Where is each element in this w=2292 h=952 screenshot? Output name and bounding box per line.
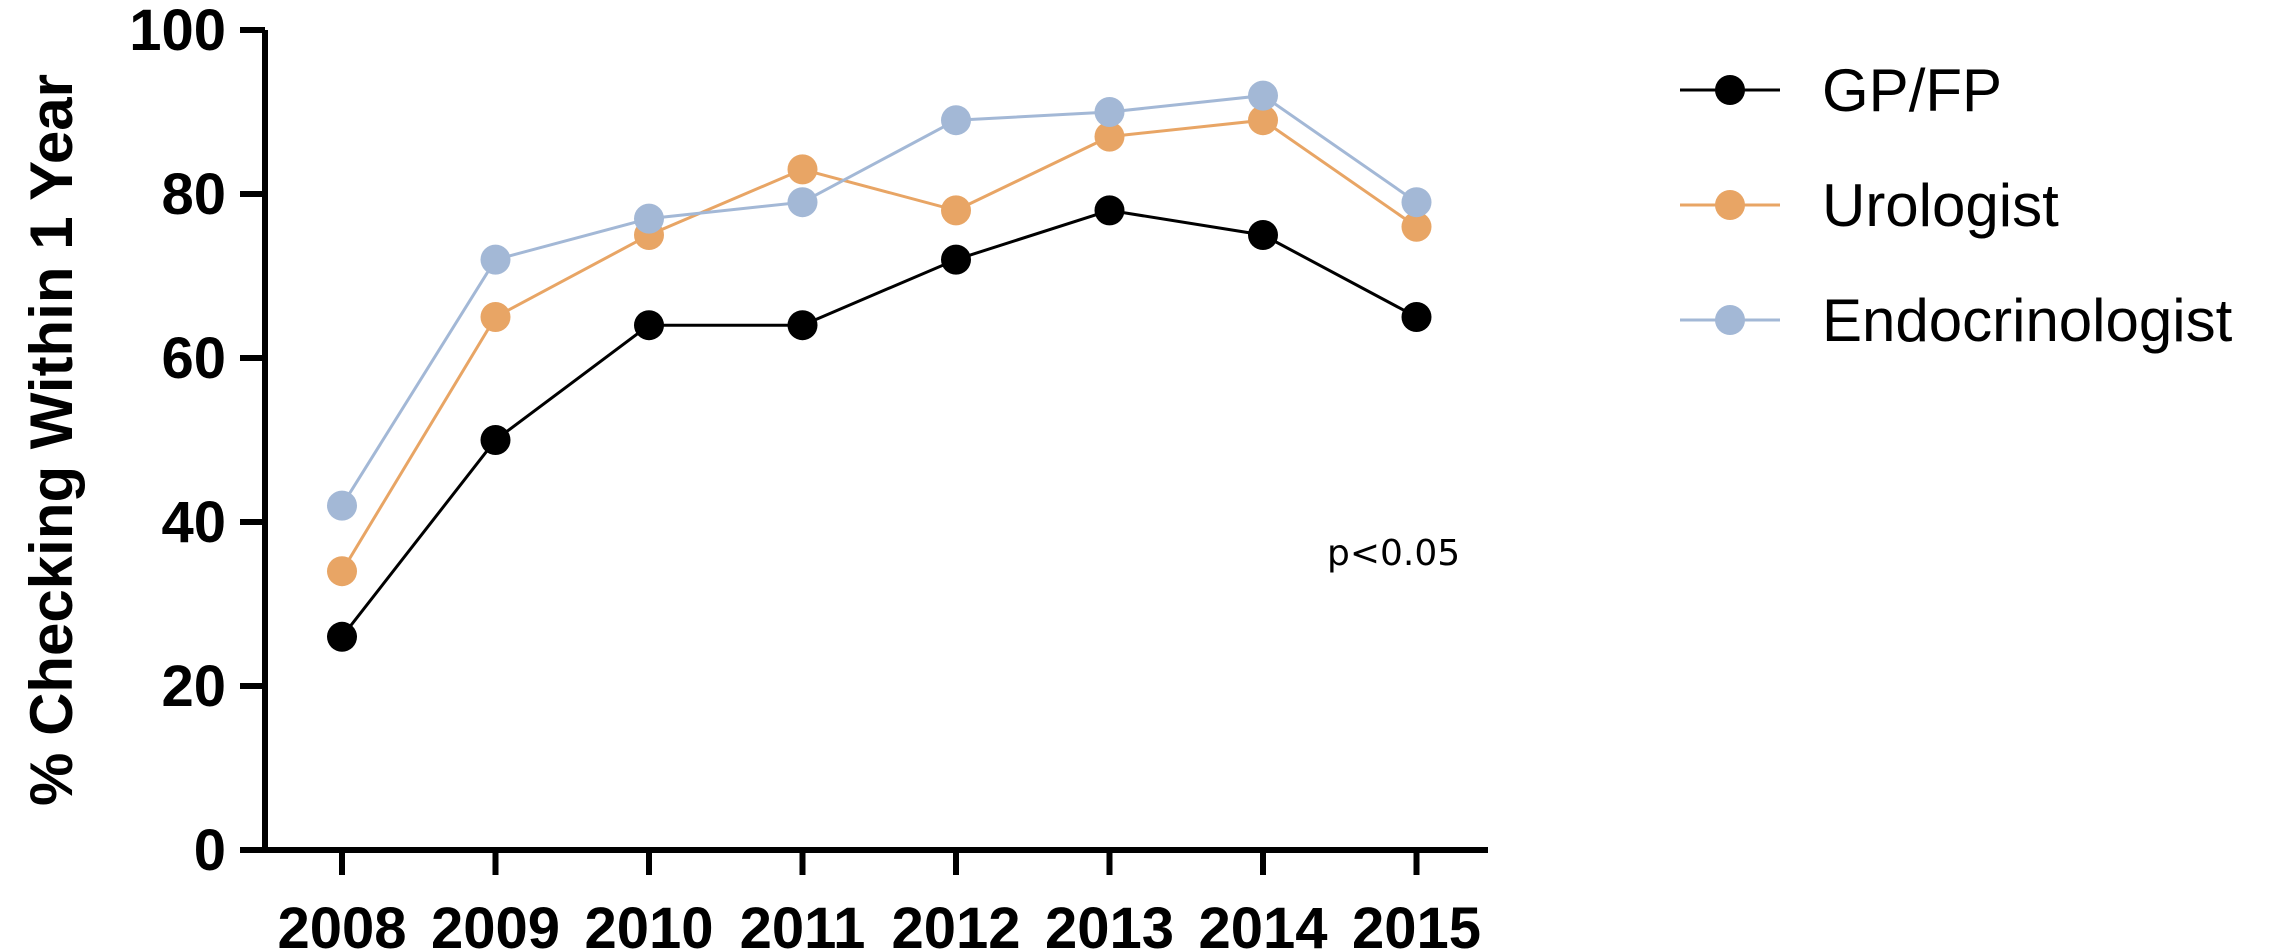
y-tick-label: 60 [161, 326, 226, 391]
data-point [1248, 80, 1278, 111]
data-point [327, 621, 357, 652]
y-axis-title: % Checking Within 1 Year [18, 74, 85, 806]
data-point [480, 244, 511, 275]
x-tick-label: 2011 [740, 896, 866, 952]
series-line [340, 94, 1418, 507]
series-layer [327, 80, 1432, 652]
significance-annotation: p<0.05 [1327, 533, 1460, 574]
series-gp-fp [327, 195, 1432, 652]
legend-label: Urologist [1822, 172, 2059, 239]
y-tick-label: 40 [161, 490, 226, 555]
data-point [787, 310, 818, 341]
legend: GP/FP Urologist Endocrinologist [1680, 57, 2233, 354]
legend-label: GP/FP [1822, 57, 2002, 124]
data-point [327, 490, 357, 521]
data-point [327, 556, 357, 587]
data-point [1094, 195, 1125, 226]
x-tick-label: 2009 [431, 896, 560, 952]
x-tick-label: 2010 [584, 896, 713, 952]
x-tick-label: 2014 [1198, 896, 1327, 952]
data-point [941, 105, 971, 136]
legend-marker [1715, 305, 1745, 335]
data-point [941, 244, 971, 275]
series-endocrinologist [327, 80, 1432, 521]
data-point [1248, 105, 1278, 136]
series-line [340, 118, 1418, 572]
x-tick-label: 2013 [1045, 896, 1174, 952]
y-tick-label: 80 [161, 162, 226, 227]
y-tick-label: 20 [161, 654, 226, 719]
data-point [1248, 220, 1278, 250]
legend-label: Endocrinologist [1822, 287, 2233, 354]
y-tick-label: 0 [194, 818, 226, 883]
data-point [787, 187, 818, 218]
data-point [1094, 121, 1125, 152]
x-axis: 2008 2009 2010 2011 2012 2013 2014 2015 [262, 847, 1488, 952]
series-line [340, 208, 1418, 638]
data-point [1401, 211, 1432, 242]
legend-item: Urologist [1680, 172, 2059, 239]
x-tick-label: 2012 [891, 896, 1020, 952]
legend-marker [1715, 190, 1745, 220]
legend-marker [1715, 75, 1745, 105]
data-point [1401, 302, 1432, 332]
legend-item: GP/FP [1680, 57, 2002, 124]
data-point [480, 425, 511, 455]
y-tick-label: 100 [129, 0, 226, 63]
data-point [941, 195, 971, 226]
legend-item: Endocrinologist [1680, 287, 2233, 354]
data-point [1401, 187, 1432, 218]
data-point [634, 310, 664, 341]
data-point [480, 302, 511, 332]
x-tick-label: 2008 [277, 896, 406, 952]
data-point [787, 154, 818, 185]
x-tick-label: 2015 [1352, 896, 1481, 952]
series-urologist [327, 105, 1432, 587]
data-point [1094, 97, 1125, 127]
data-point [634, 203, 664, 234]
y-axis: 0 20 40 60 80 100 [129, 0, 268, 883]
